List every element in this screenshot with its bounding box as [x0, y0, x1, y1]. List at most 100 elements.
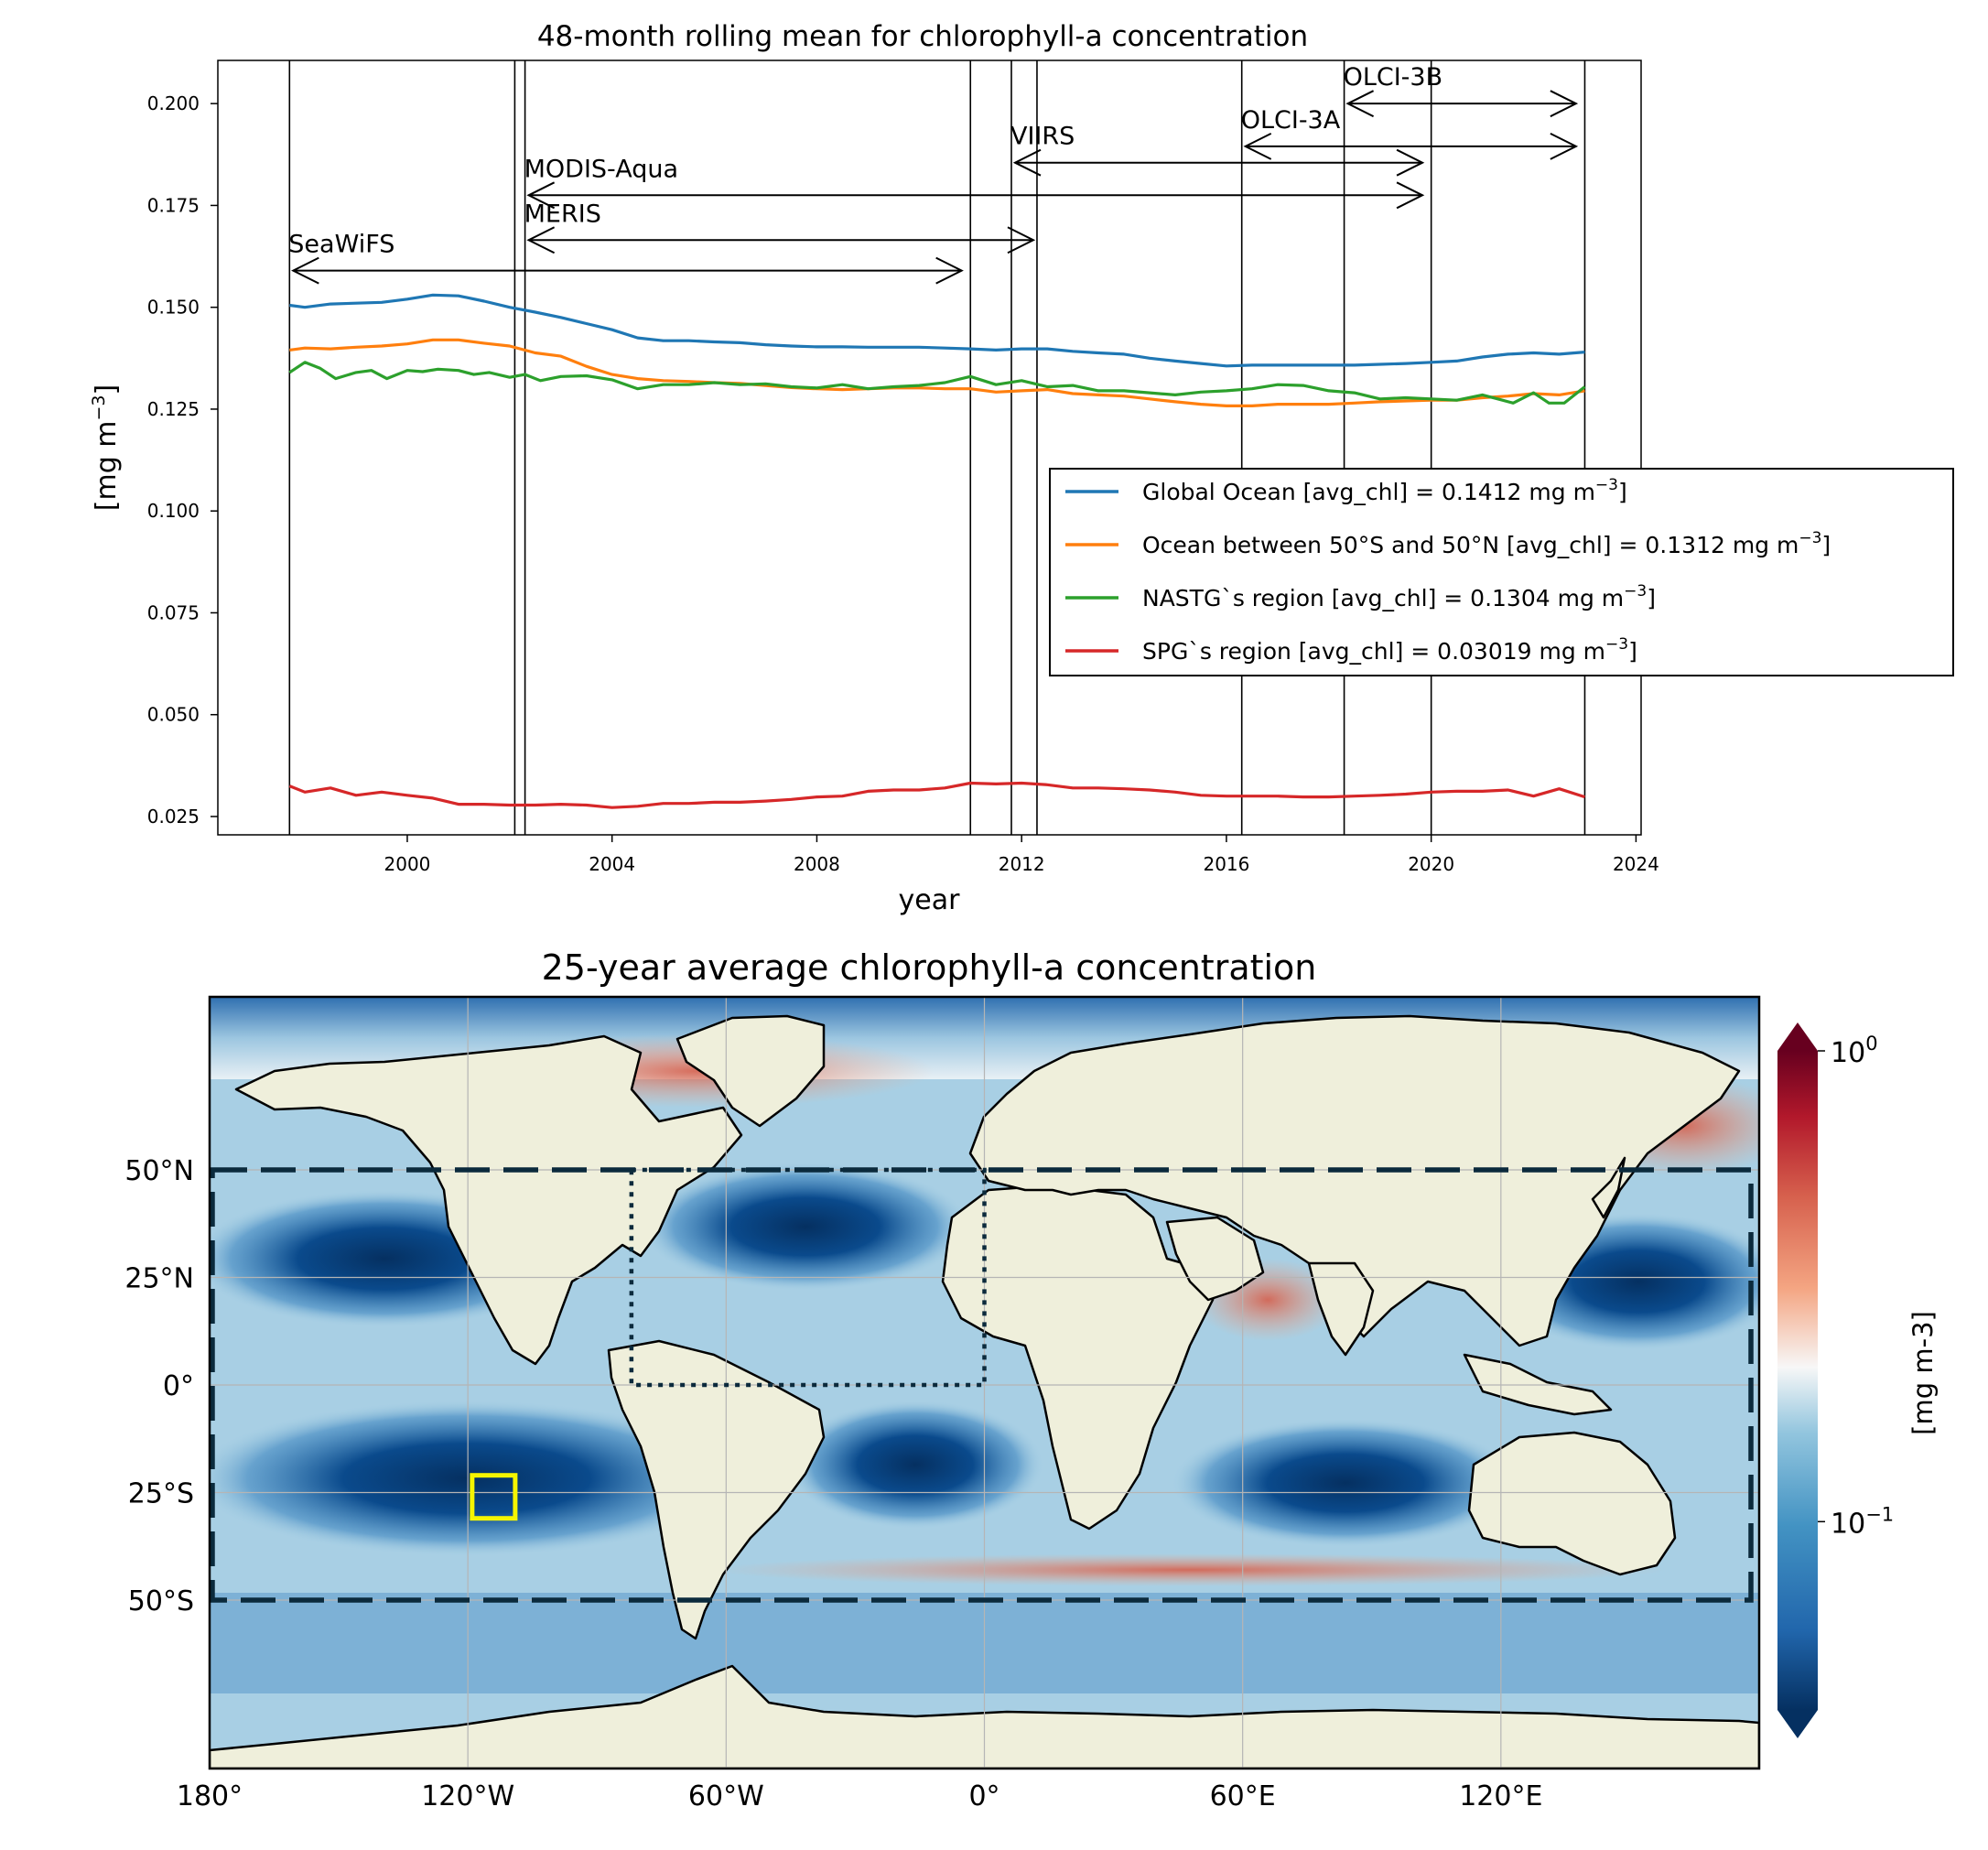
- sensor-arrow-head-right: [1007, 226, 1036, 254]
- chart-title: 48-month rolling mean for chlorophyll-a …: [537, 20, 1308, 53]
- africa: [941, 1184, 1224, 1531]
- colorbar-top-extension: [1777, 1022, 1818, 1051]
- plot-frame: [217, 60, 1642, 836]
- map-lon-label: 180°: [177, 1780, 243, 1812]
- y-tick-label: 0.125: [147, 398, 200, 420]
- y-tick-label: 0.150: [147, 297, 200, 319]
- series-line-3: [288, 781, 1585, 809]
- series-line-1: [289, 338, 1585, 407]
- arabia: [1165, 1216, 1265, 1302]
- legend-label-text: Global Ocean [avg_chl] = 0.1412 mg m: [1142, 479, 1595, 505]
- map-lat-labels: 50°N 25°N 0° 25°S 50°S: [124, 1155, 194, 1617]
- map-panel: [210, 997, 1759, 1769]
- region-box-dashed: [210, 1167, 1754, 1603]
- sensor-arrows: SeaWiFS MERIS MODIS-Aqua VIIRS OLCI-3AOLCI-3…: [288, 63, 1579, 285]
- legend-item: Ocean between 50°S and 50°N [avg_chl] = …: [1065, 529, 1831, 558]
- series-line-0: [289, 293, 1585, 368]
- south-indian-gyre: [1172, 1419, 1519, 1547]
- y-tick-label: 0.050: [147, 704, 200, 726]
- y-axis-label-exponent: −3: [89, 395, 109, 420]
- map-lon-labels: 180° 120°W 60°W 0° 60°E 120°E: [177, 1780, 1543, 1812]
- sensor-span-meris: MERIS: [524, 200, 1036, 254]
- y-tick-label: 0.025: [147, 806, 200, 828]
- legend-label-exponent: −3: [1595, 476, 1618, 494]
- sensor-label: OLCI-3B: [1344, 63, 1443, 92]
- map-lat-label: 25°S: [128, 1478, 194, 1510]
- colorbar-gradient: [1777, 1051, 1818, 1710]
- legend-label: SPG`s region [avg_chl] = 0.03019 mg m−3]: [1142, 635, 1637, 665]
- sensor-arrow-head-right: [1396, 148, 1425, 177]
- sensor-arrow-head-right: [1396, 181, 1425, 210]
- legend-label-exponent: −3: [1624, 582, 1647, 600]
- map-lon-label: 0°: [968, 1780, 999, 1812]
- region-box-solid: [470, 1473, 518, 1521]
- sensor-label: OLCI-3A: [1241, 106, 1341, 135]
- x-axis-label: year: [899, 884, 961, 916]
- legend-label-exponent: −3: [1605, 635, 1628, 654]
- sensor-span-olci-3b: OLCI-3B: [1344, 63, 1579, 118]
- y-tick-label: 0.100: [147, 500, 200, 522]
- legend-label-close: ]: [1618, 479, 1627, 505]
- map-lat-label: 50°N: [124, 1155, 194, 1187]
- sensor-arrow-head-left: [1345, 90, 1375, 118]
- sensor-arrow-head-left: [526, 226, 556, 254]
- legend-item: SPG`s region [avg_chl] = 0.03019 mg m−3]: [1065, 635, 1637, 665]
- sensor-arrow-head-right: [1550, 133, 1579, 160]
- legend-label-text: NASTG`s region [avg_chl] = 0.1304 mg m: [1142, 585, 1624, 611]
- sensor-arrow-head-left: [1012, 148, 1042, 177]
- x-tick-label: 2020: [1408, 853, 1454, 875]
- legend-label-close: ]: [1647, 585, 1656, 611]
- colorbar-tick-base: 10: [1831, 1508, 1865, 1540]
- map-lon-label: 120°E: [1459, 1780, 1542, 1812]
- south-america: [607, 1339, 826, 1640]
- sensor-boundary-lines: [288, 60, 1586, 835]
- x-tick-label: 2016: [1203, 853, 1249, 875]
- legend-label-text: Ocean between 50°S and 50°N [avg_chl] = …: [1142, 532, 1799, 558]
- sensor-span-viirs: VIIRS: [1010, 123, 1425, 177]
- colorbar-tick-label: 100: [1831, 1033, 1878, 1069]
- greenland: [675, 1014, 826, 1128]
- map-lon-label: 60°E: [1210, 1780, 1276, 1812]
- y-axis-label: [mg m−3]: [89, 384, 123, 511]
- sensor-span-modis-aqua: MODIS-Aqua: [524, 155, 1425, 210]
- colorbar-tick-label: 10−1: [1831, 1503, 1894, 1540]
- legend-label-close: ]: [1628, 638, 1637, 665]
- region-box-dotted: [629, 1167, 987, 1388]
- colorbar-tick-exponent: 0: [1865, 1033, 1877, 1055]
- sensor-span-olci-3a: OLCI-3A: [1241, 106, 1579, 160]
- colorbar-label: [mg m-3]: [1907, 1311, 1939, 1435]
- y-axis-label-close: ]: [91, 384, 123, 395]
- legend-label: Global Ocean [avg_chl] = 0.1412 mg m−3]: [1142, 476, 1627, 505]
- sensor-arrow-head-right: [935, 256, 964, 285]
- y-axis-label-text: [mg m: [91, 421, 123, 512]
- colorbar-tick-base: 10: [1831, 1037, 1865, 1069]
- sensor-arrow-head-right: [1550, 90, 1579, 118]
- map-lon-label: 60°W: [688, 1780, 764, 1812]
- x-tick-label: 2004: [589, 853, 635, 875]
- legend-label-exponent: −3: [1799, 529, 1821, 547]
- region-boxes: [210, 1167, 1754, 1603]
- legend-frame: [1049, 468, 1954, 676]
- australia: [1467, 1431, 1677, 1576]
- sensor-arrow-head-left: [1243, 133, 1272, 160]
- legend-label-close: ]: [1821, 532, 1831, 558]
- map-lat-label: 25°N: [124, 1263, 194, 1295]
- colorbar-tick-exponent: −1: [1865, 1503, 1894, 1525]
- north-atlantic-gyre: [641, 1163, 970, 1291]
- series-lines: [288, 293, 1586, 809]
- colorbar-bottom-extension: [1777, 1710, 1818, 1738]
- legend-label-text: SPG`s region [avg_chl] = 0.03019 mg m: [1142, 638, 1605, 665]
- sensor-label: VIIRS: [1010, 123, 1075, 151]
- legend: Global Ocean [avg_chl] = 0.1412 mg m−3]O…: [1049, 468, 1954, 676]
- x-axis-ticks: 2000 2004 2008 2012 2016 2020 2024: [384, 835, 1659, 875]
- map-lon-label: 120°W: [421, 1780, 514, 1812]
- map-frame: [208, 995, 1761, 1770]
- sensor-label: MERIS: [524, 200, 601, 228]
- north-america: [234, 1034, 743, 1366]
- y-tick-label: 0.200: [147, 92, 200, 114]
- legend-label: Ocean between 50°S and 50°N [avg_chl] = …: [1142, 529, 1831, 558]
- map-lat-label: 0°: [163, 1370, 194, 1402]
- x-tick-label: 2024: [1613, 853, 1659, 875]
- southern-front: [714, 1553, 1666, 1586]
